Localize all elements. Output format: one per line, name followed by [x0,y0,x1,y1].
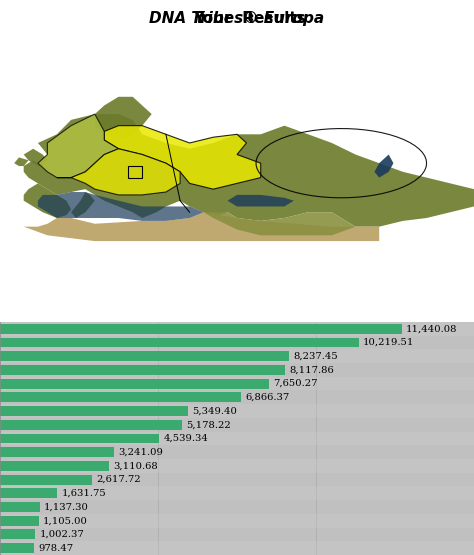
Bar [0,392,241,402]
Polygon shape [38,192,204,221]
Polygon shape [38,114,118,178]
Polygon shape [71,192,95,218]
Bar [0,502,40,512]
Bar [0,541,474,555]
Bar [0,475,92,485]
Text: Your: Your [193,11,237,26]
Bar [0,349,474,363]
Bar [0,322,474,336]
Bar [0,420,182,430]
Bar [0,406,188,416]
Polygon shape [24,183,71,218]
Bar [0,404,474,418]
Text: 11,440.08: 11,440.08 [406,324,457,333]
Bar [0,377,474,391]
Bar [0,514,474,528]
Text: Satellite image courtesy
NASA's Earth Observatory: Satellite image courtesy NASA's Earth Ob… [395,302,460,313]
Polygon shape [374,154,393,178]
Polygon shape [204,212,356,235]
Bar [0,365,285,375]
Bar [0,447,114,457]
Bar [0,543,34,553]
Text: 2,617.72: 2,617.72 [96,475,141,484]
Bar [0,529,35,539]
Text: Results: Results [237,11,306,26]
Text: 7,650.27: 7,650.27 [273,379,317,388]
Polygon shape [24,114,474,226]
Polygon shape [95,97,152,140]
Text: 4,539.34: 4,539.34 [164,434,209,443]
Bar [0,459,474,473]
Bar [0,432,474,445]
Text: 8,237.45: 8,237.45 [293,352,338,361]
Bar [0,324,401,334]
Text: 10,219.51: 10,219.51 [363,338,414,347]
Bar [0,461,109,471]
Bar [0,433,159,443]
Bar [0,486,474,500]
Text: 1,137.30: 1,137.30 [44,502,89,512]
Text: 3,110.68: 3,110.68 [113,461,158,471]
Polygon shape [57,149,180,195]
Bar [0,337,359,347]
Text: 5,349.40: 5,349.40 [192,406,237,416]
Polygon shape [104,125,261,189]
Bar [0,379,269,388]
Bar [0,516,39,526]
Polygon shape [14,158,28,166]
Text: 6,866.37: 6,866.37 [246,393,290,402]
Text: 1,631.75: 1,631.75 [62,489,106,498]
Text: 1,002.37: 1,002.37 [39,530,84,539]
Polygon shape [24,149,47,166]
Text: DNA Tribes® Europa: DNA Tribes® Europa [149,11,325,26]
Text: 8,117.86: 8,117.86 [289,365,334,375]
Text: 978.47: 978.47 [38,544,73,553]
Text: 3,241.09: 3,241.09 [118,448,163,457]
Bar [0,351,289,361]
Bar [0,488,57,498]
Text: 5,178.22: 5,178.22 [186,420,231,429]
Text: 1,105.00: 1,105.00 [43,516,88,525]
Polygon shape [24,212,379,241]
Bar [128,166,142,178]
Polygon shape [228,195,294,206]
